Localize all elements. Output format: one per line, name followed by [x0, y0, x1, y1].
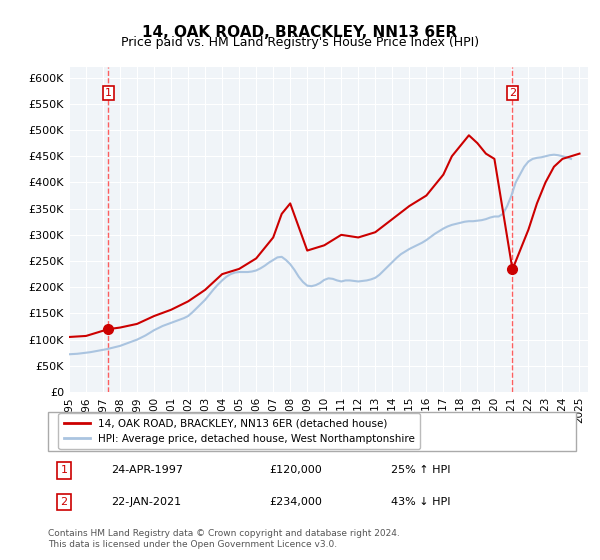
Text: 25% ↑ HPI: 25% ↑ HPI — [391, 465, 451, 475]
Legend: 14, OAK ROAD, BRACKLEY, NN13 6ER (detached house), HPI: Average price, detached : 14, OAK ROAD, BRACKLEY, NN13 6ER (detach… — [58, 413, 420, 449]
Text: £234,000: £234,000 — [270, 497, 323, 507]
Text: 2: 2 — [60, 497, 67, 507]
FancyBboxPatch shape — [48, 412, 576, 451]
Text: 14, OAK ROAD, BRACKLEY, NN13 6ER: 14, OAK ROAD, BRACKLEY, NN13 6ER — [142, 25, 458, 40]
Text: 24-APR-1997: 24-APR-1997 — [112, 465, 184, 475]
Text: Price paid vs. HM Land Registry's House Price Index (HPI): Price paid vs. HM Land Registry's House … — [121, 36, 479, 49]
Text: 22-JAN-2021: 22-JAN-2021 — [112, 497, 181, 507]
Text: 1: 1 — [105, 88, 112, 98]
Text: 43% ↓ HPI: 43% ↓ HPI — [391, 497, 451, 507]
Text: 1: 1 — [61, 465, 67, 475]
Text: £120,000: £120,000 — [270, 465, 323, 475]
Text: Contains HM Land Registry data © Crown copyright and database right 2024.
This d: Contains HM Land Registry data © Crown c… — [48, 529, 400, 549]
Text: 2: 2 — [509, 88, 516, 98]
